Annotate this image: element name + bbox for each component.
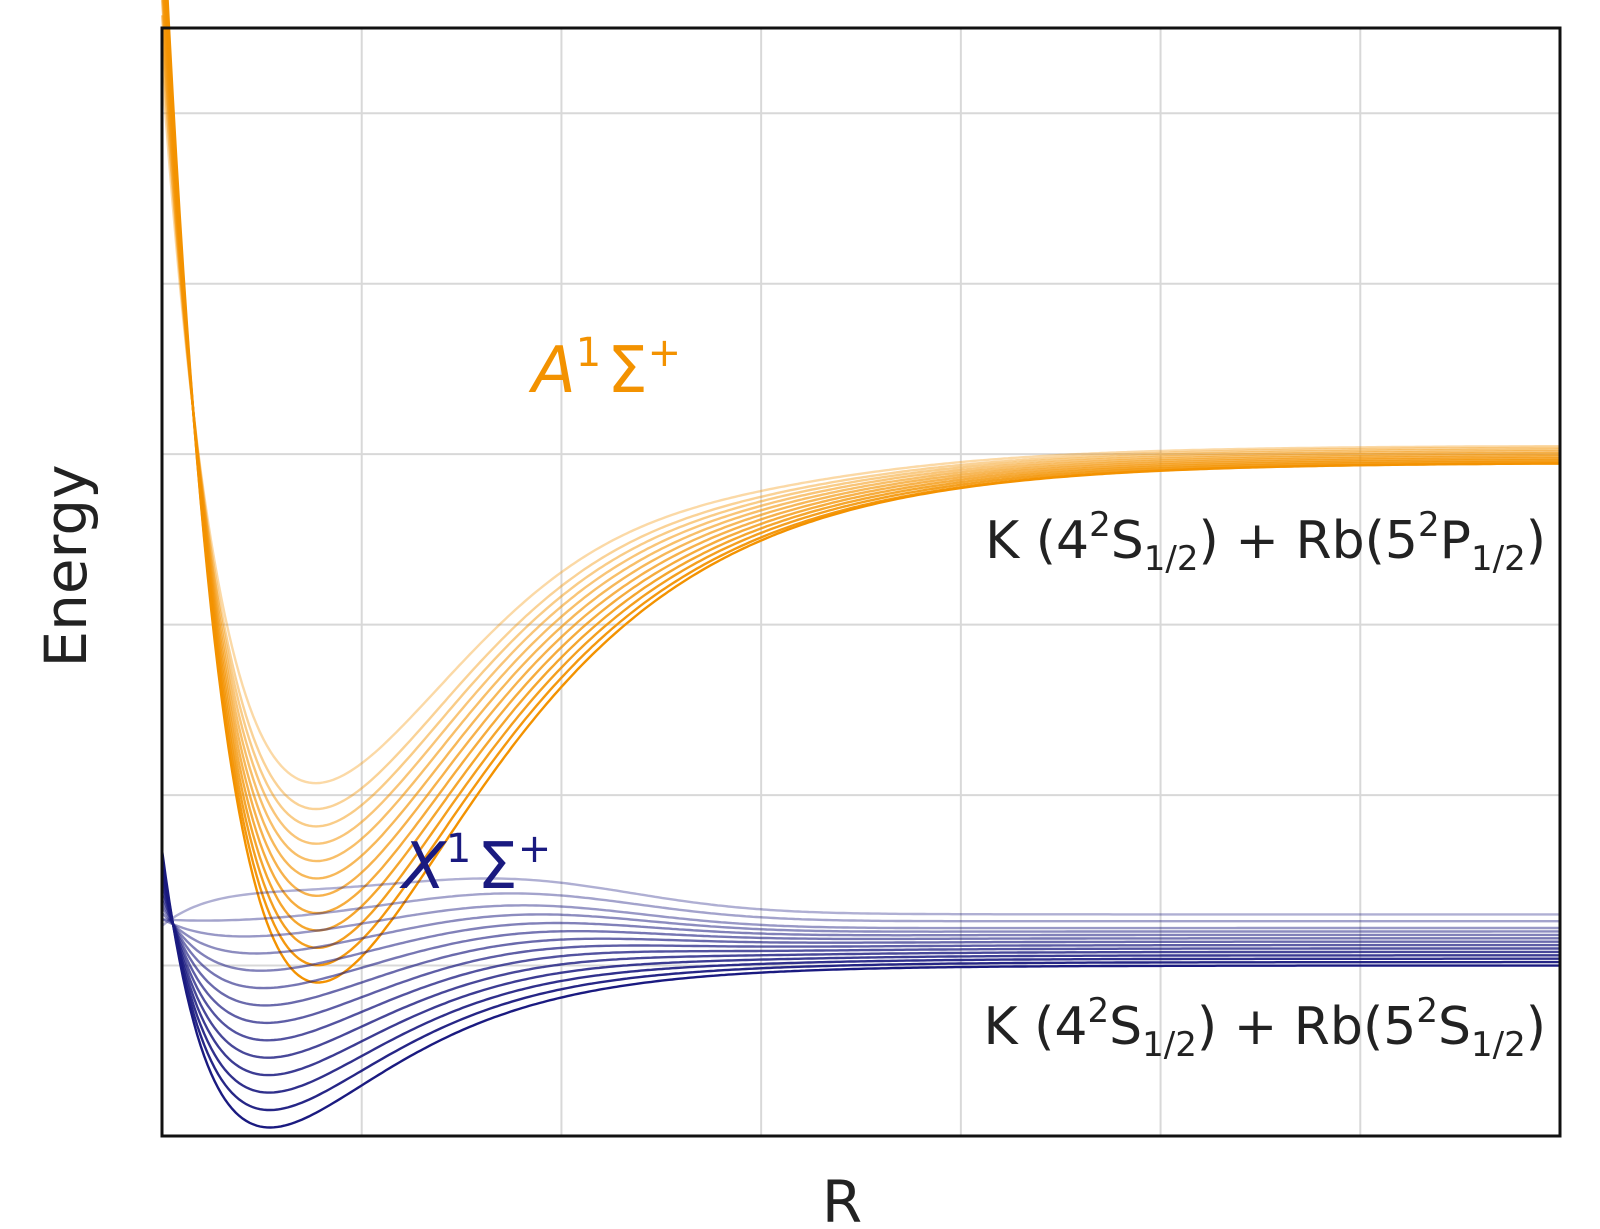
- ua-n1: 4: [1056, 511, 1089, 571]
- la-term2: S: [1438, 997, 1471, 1057]
- ua-term2: P: [1440, 511, 1471, 571]
- lower-state-sym: Σ: [477, 830, 517, 904]
- upper-state-base: A: [528, 334, 576, 408]
- lower-state-sup: 1: [446, 826, 471, 872]
- upper-curve-3: [164, 0, 1560, 932]
- la-n1: 4: [1054, 997, 1087, 1057]
- la-plus: +: [1234, 997, 1278, 1057]
- la-atom1: K: [983, 997, 1019, 1057]
- la-sup2: 2: [1416, 991, 1438, 1031]
- ua-atom2: Rb: [1295, 511, 1364, 571]
- lower-curve-7: [161, 894, 1560, 1007]
- potential-curves: [161, 0, 1561, 1129]
- lower-state-label: X1Σ+: [399, 826, 551, 904]
- lower-curve-2: [161, 863, 1560, 1094]
- ua-sup2: 2: [1418, 505, 1440, 545]
- lower-state-sym-sup: +: [518, 826, 552, 872]
- lower-curve-9: [161, 906, 1560, 972]
- upper-state-sym-sup: +: [648, 330, 682, 376]
- upper-state-sym: Σ: [607, 334, 647, 408]
- la-term1: S: [1109, 997, 1142, 1057]
- la-j1: 1/2: [1142, 1025, 1197, 1065]
- ua-j2: 1/2: [1471, 539, 1526, 579]
- lower-curve-4: [161, 875, 1560, 1059]
- upper-state-label: A1Σ+: [528, 330, 681, 408]
- lower-curve-11: [161, 904, 1560, 938]
- upper-curve-7: [161, 0, 1560, 863]
- ua-plus: +: [1235, 511, 1279, 571]
- upper-curve-5: [162, 0, 1561, 898]
- lower-curve-6: [161, 887, 1560, 1025]
- x-axis-label: R: [822, 1168, 862, 1229]
- upper-curve-4: [163, 0, 1560, 915]
- ua-n2: 5: [1385, 511, 1418, 571]
- upper-state-sup: 1: [576, 330, 601, 376]
- la-atom2: Rb: [1294, 997, 1363, 1057]
- lower-curve-5: [161, 881, 1560, 1042]
- lower-curve-12: [162, 892, 1560, 923]
- y-axis-label: Energy: [32, 464, 100, 667]
- upper-curve-8: [161, 15, 1560, 845]
- la-n2: 5: [1383, 997, 1416, 1057]
- upper-curve-11: [161, 70, 1560, 785]
- lower-curve-10: [161, 912, 1560, 955]
- lower-curve-1: [161, 857, 1560, 1112]
- ua-term1: S: [1111, 511, 1144, 571]
- upper-asymptote-label: K (42S1/2) + Rb(52P1/2): [985, 505, 1546, 579]
- lower-curve-0: [161, 851, 1560, 1129]
- upper-curve-0: [166, 0, 1560, 984]
- lower-curve-13: [161, 877, 1560, 927]
- upper-curve-6: [161, 0, 1560, 880]
- upper-curve-2: [164, 0, 1561, 949]
- lower-state-base: X: [399, 830, 447, 904]
- lower-curve-8: [161, 900, 1560, 990]
- lower-asymptote-label: K (42S1/2) + Rb(52S1/2): [983, 991, 1546, 1065]
- upper-curve-9: [161, 30, 1560, 828]
- upper-curve-10: [161, 45, 1560, 811]
- la-sup1: 2: [1087, 991, 1109, 1031]
- ua-atom1: K: [985, 511, 1021, 571]
- ua-j1: 1/2: [1144, 539, 1199, 579]
- ua-sup1: 2: [1089, 505, 1111, 545]
- la-j2: 1/2: [1471, 1025, 1526, 1065]
- plot-frame: [160, 26, 1562, 1138]
- lower-curve-3: [161, 869, 1560, 1077]
